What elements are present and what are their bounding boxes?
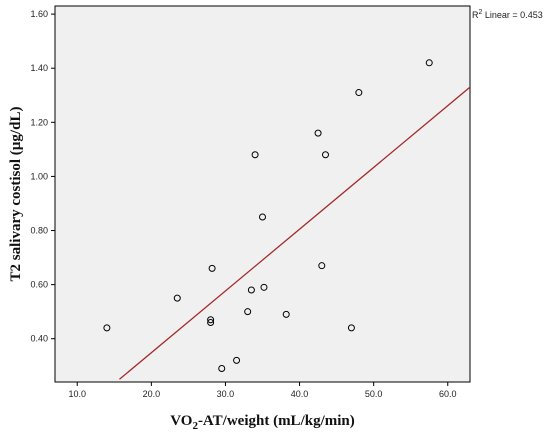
y-tick-label: 0.80	[30, 226, 48, 236]
fit-line	[119, 86, 470, 380]
data-point	[259, 213, 266, 221]
x-axis: 10.0 20.0 30.0 40.0 50.0 60.0	[68, 382, 457, 399]
x-tick-label: 30.0	[217, 389, 235, 399]
data-point	[355, 89, 363, 97]
y-tick-label: 1.00	[30, 171, 48, 181]
y-tick-label: 0.40	[30, 334, 48, 344]
y-tick-label: 1.20	[30, 117, 48, 127]
data-point	[425, 59, 433, 67]
x-tick-label: 20.0	[143, 389, 161, 399]
x-tick-label: 10.0	[68, 389, 86, 399]
r2-label-rest: Linear = 0.453	[482, 10, 542, 20]
y-tick-label: 0.60	[30, 280, 48, 290]
x-axis-title: VO2-AT/weight (mL/kg/min)	[170, 413, 355, 432]
plot-area	[54, 5, 471, 383]
r2-label-prefix: R	[472, 10, 479, 20]
x-axis-title-rest: -AT/weight (mL/kg/min)	[198, 413, 355, 429]
y-tick-label: 1.60	[30, 9, 48, 19]
data-point	[173, 294, 181, 302]
data-point	[282, 310, 290, 318]
x-tick-label: 60.0	[439, 389, 457, 399]
r2-label: R2 Linear = 0.453	[472, 9, 543, 20]
data-point	[314, 129, 322, 137]
x-tick-label: 50.0	[365, 389, 383, 399]
x-axis-title-main: VO	[170, 413, 192, 429]
points-layer	[103, 59, 433, 372]
data-point	[321, 151, 329, 159]
y-axis-title: T2 salivary costisol (µg/dL)	[8, 107, 24, 282]
data-point	[208, 264, 216, 272]
data-point	[247, 286, 255, 294]
data-point	[103, 324, 111, 332]
x-tick-label: 40.0	[291, 389, 309, 399]
data-point	[318, 262, 326, 270]
fit-line-layer	[119, 86, 470, 380]
x-axis-title-sub: 2	[192, 420, 198, 432]
data-point	[244, 308, 252, 316]
y-axis: 0.40 0.60 0.80 1.00 1.20 1.40 1.60	[30, 9, 55, 344]
data-point	[207, 316, 215, 324]
data-point	[207, 318, 215, 326]
r2-label-sup: 2	[479, 9, 483, 16]
data-point	[251, 151, 259, 159]
data-point	[218, 364, 226, 372]
data-point	[233, 356, 241, 364]
data-point	[347, 324, 355, 332]
data-point	[260, 283, 268, 291]
y-tick-label: 1.40	[30, 63, 48, 73]
